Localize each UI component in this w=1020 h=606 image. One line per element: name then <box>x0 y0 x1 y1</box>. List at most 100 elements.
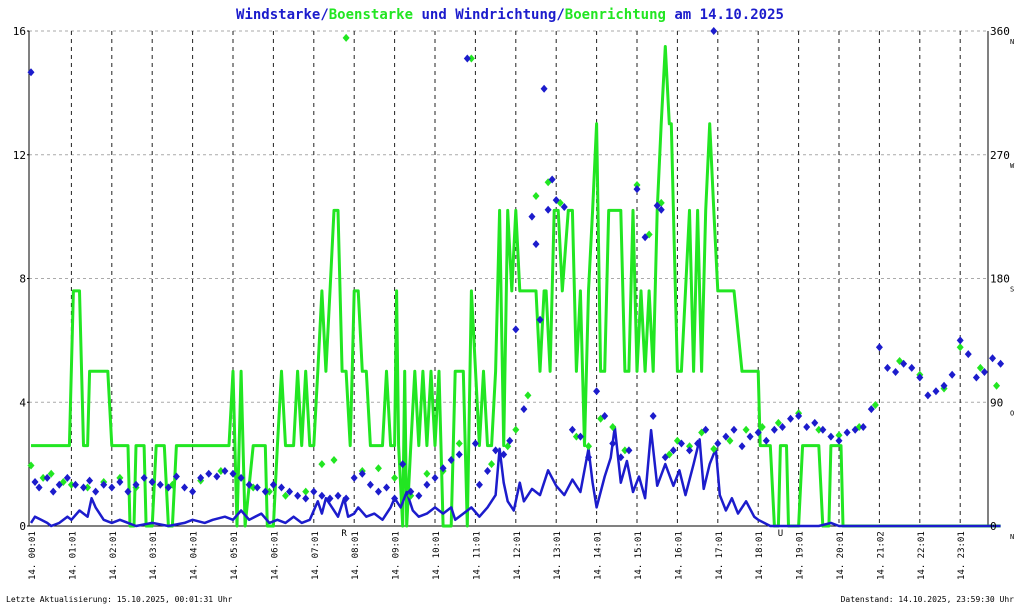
windrichtung-point <box>197 473 205 482</box>
windrichtung-point <box>172 472 180 481</box>
windrichtung-point <box>156 480 164 489</box>
windrichtung-point <box>407 487 415 496</box>
windrichtung-point <box>71 480 79 489</box>
windrichtung-point <box>770 425 778 434</box>
y-tick-right: 360 <box>990 25 1010 38</box>
windrichtung-point <box>213 472 221 481</box>
x-tick-label: 14. 19:01 <box>796 531 806 580</box>
windrichtung-point <box>669 446 677 455</box>
windrichtung-point <box>318 491 326 500</box>
windrichtung-point <box>221 467 229 475</box>
compass-label: N <box>1010 38 1014 46</box>
windrichtung-point <box>892 368 900 376</box>
series-layer <box>27 27 1005 528</box>
windrichtung-point <box>100 480 108 489</box>
windrichtung-point <box>108 483 116 492</box>
windrichtung-point <box>585 453 593 462</box>
windrichtung-point <box>859 423 867 431</box>
windrichtung-point <box>560 203 568 211</box>
x-tick-label: 14. 00:01 <box>28 531 38 580</box>
boenrichtung-point <box>47 469 55 478</box>
windrichtung-point <box>625 446 633 455</box>
x-tick-label: 14. 06:01 <box>270 531 280 580</box>
windrichtung-point <box>63 473 71 482</box>
windrichtung-point <box>819 425 827 434</box>
y-tick-right: 90 <box>990 396 1003 409</box>
boenrichtung-point <box>84 483 92 492</box>
boenrichtung-point <box>330 456 338 464</box>
windrichtung-point <box>778 423 786 431</box>
windrichtung-point <box>423 480 431 489</box>
windrichtung-point <box>86 476 94 485</box>
boenrichtung-point <box>572 432 580 441</box>
windrichtung-point <box>754 428 762 437</box>
boenrichtung-point <box>116 473 124 482</box>
windrichtung-point <box>391 494 399 503</box>
footer-left: Letzte Aktualisierung: 15.10.2025, 00:01… <box>6 595 233 604</box>
windrichtung-point <box>463 54 471 63</box>
windrichtung-point <box>593 387 601 396</box>
x-tick-label: 14. 23:01 <box>957 531 967 580</box>
x-tick-label: 14. 17:01 <box>715 531 725 580</box>
windrichtung-point <box>140 473 148 482</box>
windrichtung-point <box>997 359 1005 368</box>
windrichtung-point <box>536 315 544 324</box>
windrichtung-point <box>31 478 39 486</box>
boenrichtung-point <box>374 464 382 473</box>
windrichtung-point <box>714 439 722 448</box>
title-und: und <box>413 7 455 23</box>
windrichtung-point <box>787 414 795 423</box>
windrichtung-point <box>269 480 277 489</box>
x-tick-label: 14. 12:01 <box>513 531 523 580</box>
windrichtung-point <box>609 439 617 448</box>
title-windstarke: Windstarke <box>236 7 320 23</box>
windrichtung-point <box>576 432 584 441</box>
boenrichtung-point <box>265 487 273 496</box>
windrichtung-point <box>722 432 730 441</box>
windrichtung-point <box>277 483 285 492</box>
x-tick-label: 14. 02:01 <box>109 531 119 580</box>
windrichtung-point <box>746 432 754 441</box>
windrichtung-point <box>677 439 685 448</box>
windrichtung-point <box>762 436 770 445</box>
title-boenstarke: Boenstarke <box>329 7 413 23</box>
windrichtung-point <box>447 456 455 464</box>
windrichtung-point <box>326 494 334 503</box>
windrichtung-point <box>506 436 514 445</box>
windrichtung-point <box>867 405 875 414</box>
y-tick-left: 12 <box>13 149 26 162</box>
windrichtung-point <box>948 370 956 379</box>
boenrichtung-point <box>524 391 532 400</box>
windrichtung-point <box>730 425 738 434</box>
windrichtung-point <box>544 205 552 214</box>
compass-label: O <box>1010 409 1014 417</box>
windrichtung-point <box>633 185 641 194</box>
windrichtung-point <box>205 469 213 478</box>
windrichtung-point <box>132 480 140 489</box>
windrichtung-point <box>520 405 528 414</box>
boenrichtung-point <box>609 423 617 431</box>
footer-right: Datenstand: 14.10.2025, 23:59:30 Uhr <box>841 595 1015 604</box>
windrichtung-point <box>164 483 172 492</box>
windrichtung-point <box>27 68 35 77</box>
windrichtung-point <box>245 480 253 489</box>
boenrichtung-point <box>993 381 1001 390</box>
x-tick-label: 14. 01:01 <box>68 531 78 580</box>
x-tick-label: 14. 13:01 <box>553 531 563 580</box>
windrichtung-point <box>924 391 932 400</box>
windrichtung-point <box>940 381 948 390</box>
windrichtung-point <box>350 473 358 482</box>
windrichtung-point <box>431 473 439 482</box>
windrichtung-point <box>148 478 156 486</box>
windrichtung-point <box>399 460 407 469</box>
x-tick-label: 14. 04:01 <box>190 531 200 580</box>
boenrichtung-point <box>282 491 290 500</box>
boenrichtung-point <box>217 467 225 475</box>
windrichtung-point <box>686 446 694 455</box>
boenrichtung-point <box>956 343 964 352</box>
y-tick-left: 0 <box>19 520 26 533</box>
boenrichtung-point <box>815 425 823 434</box>
windrichtung-point <box>181 483 189 492</box>
windrichtung-point <box>964 350 972 359</box>
